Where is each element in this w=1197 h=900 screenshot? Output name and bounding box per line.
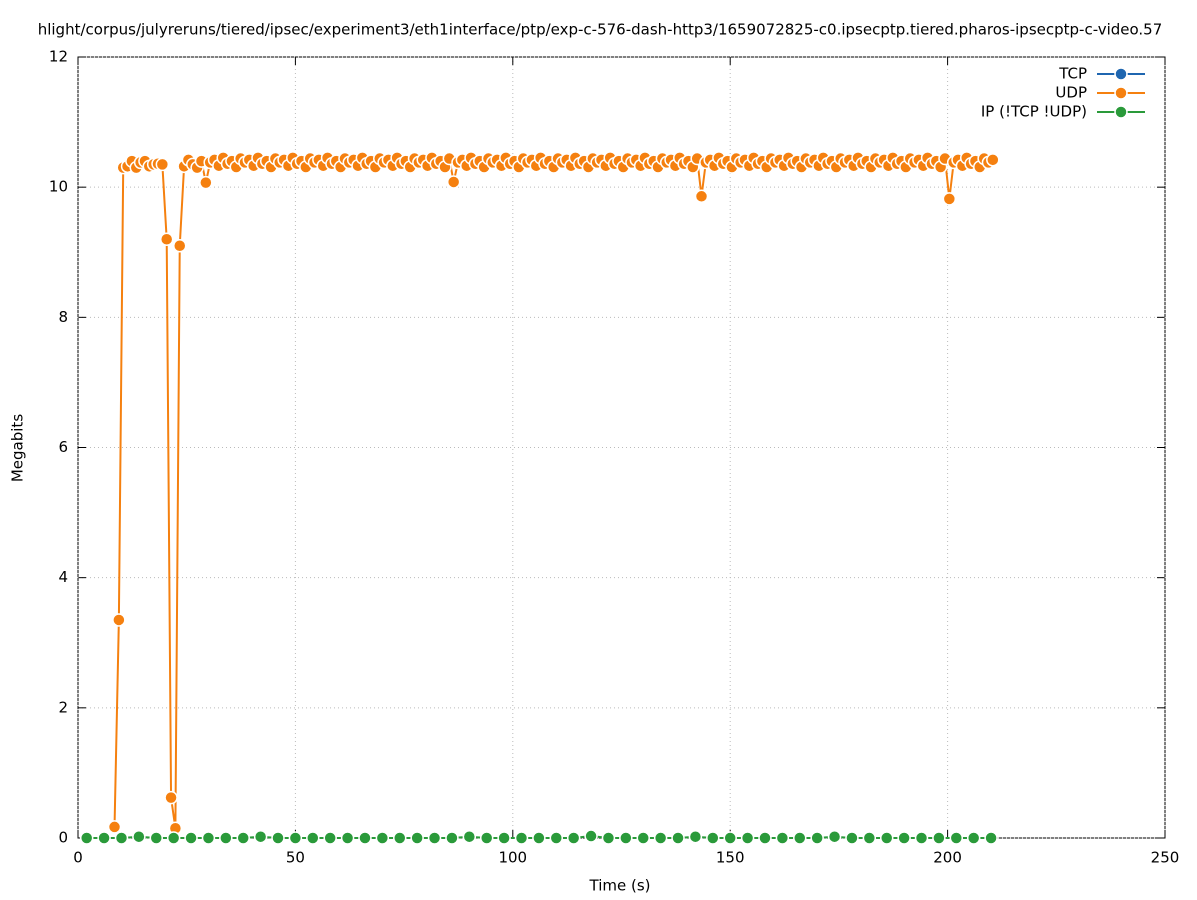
y-axis-label: Megabits [9,414,27,482]
data-point [79,831,94,845]
data-point [271,831,285,845]
x-tick-label: 100 [498,849,527,867]
data-point [619,831,633,845]
data-point [166,831,181,845]
data-point [340,831,355,845]
data-point [671,831,685,845]
data-point [479,831,494,845]
data-point [775,831,790,845]
data-point [879,831,894,845]
data-point [706,831,720,845]
data-point [793,831,807,845]
data-point [584,829,598,843]
data-point [446,175,461,189]
data-point [97,831,111,845]
data-point [862,831,877,845]
data-point [688,829,703,844]
data-point [932,831,946,845]
data-point [758,831,772,845]
x-tick-label: 150 [716,849,745,867]
data-point [949,831,964,845]
data-point [393,831,407,845]
data-point [653,831,668,845]
legend-label: IP (!TCP !UDP) [981,103,1087,121]
data-point [566,831,581,845]
data-point [986,153,1000,167]
y-tick-label: 10 [49,178,68,196]
x-tick-label: 50 [286,849,305,867]
data-point [410,831,424,845]
data-point [942,192,957,206]
plot-frame [77,56,1166,839]
data-point [172,238,187,253]
y-tick-label: 8 [58,308,68,326]
data-point [497,831,511,845]
chart-title: hlight/corpus/julyreruns/tiered/ipsec/ex… [38,21,1163,39]
y-tick-label: 6 [58,438,68,456]
data-point [236,831,250,845]
data-point [740,831,755,845]
data-point [601,831,616,845]
data-point [114,831,129,845]
data-point [532,831,546,845]
y-tick-label: 12 [49,48,68,66]
data-point [966,831,981,845]
data-point [199,175,213,190]
data-point [253,829,268,844]
legend-marker [1114,67,1128,81]
legend-label: TCP [1058,65,1087,83]
data-point [549,831,564,845]
legend-marker [1114,86,1128,100]
data-point [845,831,859,845]
data-point [358,831,372,845]
series-line [113,155,994,829]
data-point [132,829,146,844]
data-point [149,831,164,845]
y-tick-label: 0 [58,829,68,847]
data-point [827,829,842,844]
data-point [514,831,529,845]
data-point [184,831,198,845]
y-tick-label: 2 [58,698,68,716]
data-point [288,831,303,845]
data-point [984,831,998,845]
data-point [914,831,929,845]
data-point [306,831,320,845]
data-point [427,831,442,845]
data-point [694,189,709,204]
data-point [323,831,337,845]
data-point [897,831,911,845]
data-point [636,831,650,845]
data-point [107,820,122,834]
data-point [159,232,174,246]
data-point [375,831,390,845]
y-tick-label: 4 [58,568,68,586]
x-tick-label: 250 [1151,849,1180,867]
data-point [112,613,126,627]
data-point [164,790,178,805]
data-point [445,831,459,845]
x-tick-label: 0 [73,849,83,867]
legend-label: UDP [1055,84,1087,102]
data-point [810,831,824,845]
data-point [155,157,170,172]
legend-marker [1114,105,1128,119]
data-point [462,829,477,844]
x-tick-label: 200 [933,849,962,867]
data-point [723,831,737,845]
data-point [201,831,216,845]
x-axis-label: Time (s) [589,877,651,895]
data-point [219,831,233,845]
